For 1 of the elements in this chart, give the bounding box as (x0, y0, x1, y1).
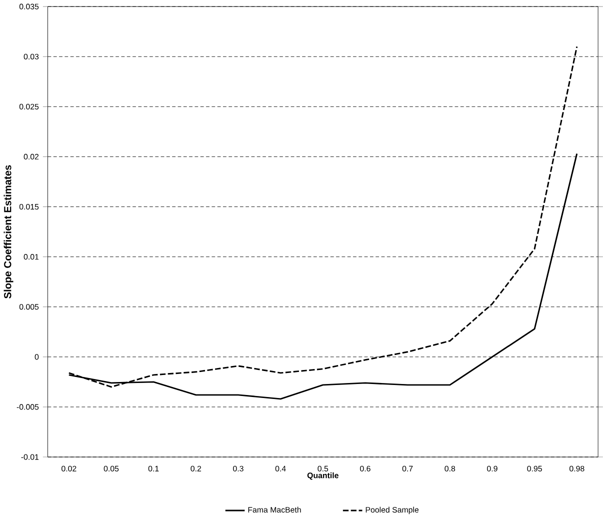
y-axis-title: Slope Coefficient Estimates (4, 165, 14, 299)
